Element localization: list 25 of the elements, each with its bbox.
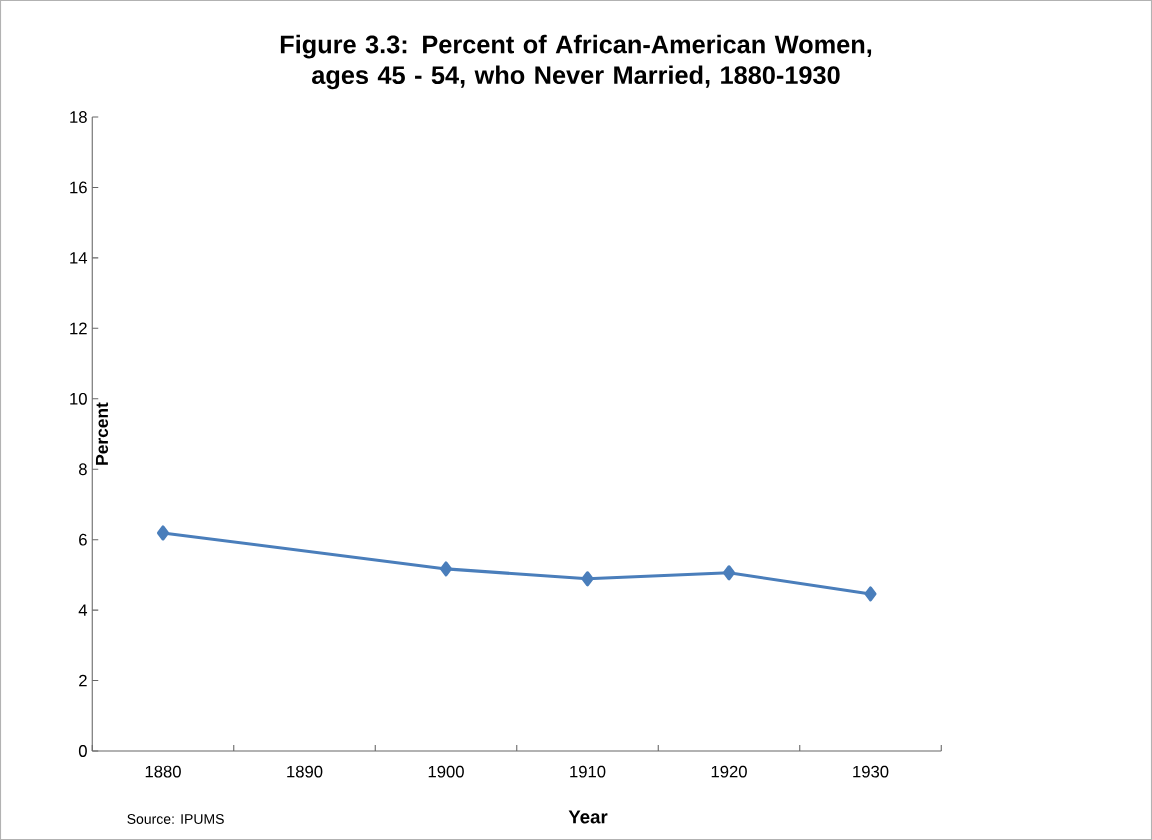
- y-tick-label: 16: [70, 181, 87, 194]
- x-axis-title: Year: [568, 810, 608, 824]
- x-tick-label: 1880: [145, 765, 181, 778]
- x-tick-label: 1910: [570, 765, 606, 778]
- y-tick-label: 0: [78, 745, 87, 757]
- y-tick-label: 10: [70, 392, 87, 405]
- y-tick-label: 18: [70, 111, 87, 123]
- point: [439, 561, 453, 577]
- x-tick-label: 1890: [287, 765, 323, 778]
- y-tick-label: 6: [79, 533, 87, 546]
- y-tick-label: 4: [78, 604, 88, 616]
- x-tick-label: 1930: [853, 765, 889, 778]
- x-tick-label: 1920: [711, 765, 747, 778]
- point: [581, 571, 594, 587]
- y-tick-label: 12: [70, 322, 87, 335]
- x-tick-label: 1900: [428, 765, 464, 778]
- source-note: Source: IPUMS: [127, 814, 224, 824]
- y-tick-label: 2: [79, 674, 87, 687]
- point: [864, 586, 877, 602]
- point: [722, 565, 736, 581]
- y-tick-label: 8: [79, 463, 87, 476]
- y-axis-title: Percent: [95, 402, 109, 465]
- chart-title: Figure 3.3: Percent of African-American Women, ages 45 - 54, who Never Married, 1880-1930: [280, 34, 872, 90]
- y-tick-label: 14: [70, 252, 88, 264]
- point: [156, 525, 170, 541]
